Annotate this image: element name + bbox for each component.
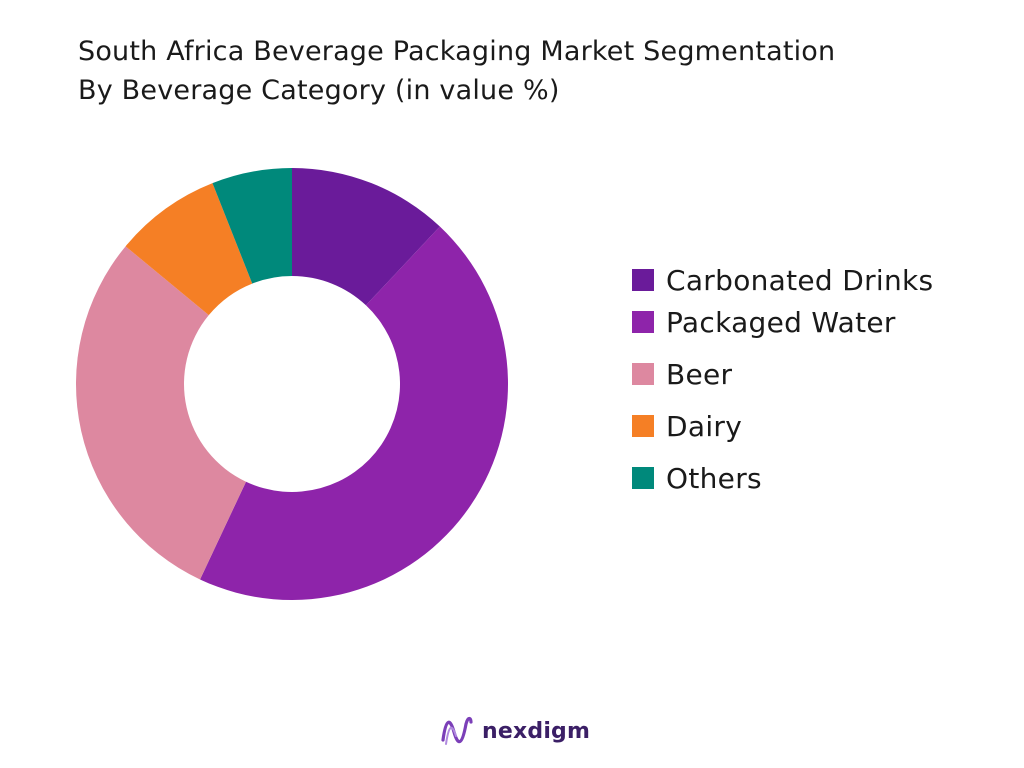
legend-item-others: Others: [632, 461, 933, 495]
chart-legend: Carbonated Drinks Packaged Water Beer Dairy…: [632, 264, 933, 514]
donut-slice-dairy: [125, 183, 253, 316]
legend-item-packaged-water: Packaged Water: [632, 305, 933, 339]
legend-item-dairy: Dairy: [632, 409, 933, 443]
donut-slice-others: [212, 168, 292, 284]
chart-title-line-2: By Beverage Category (in value %): [78, 75, 560, 106]
legend-swatch: [632, 363, 654, 385]
donut-slice-packaged-water: [200, 226, 508, 600]
legend-label: Dairy: [666, 409, 743, 443]
legend-swatch: [632, 467, 654, 489]
legend-item-carbonated-drinks: Carbonated Drinks: [632, 263, 934, 297]
legend-label: Beer: [666, 357, 733, 391]
chart-title: South Africa Beverage Packaging Market S…: [78, 32, 978, 110]
legend-swatch: [632, 269, 654, 291]
legend-label: Carbonated Drinks: [666, 263, 934, 297]
donut-slice-beer: [75, 246, 247, 580]
nexdigm-logo-icon: [441, 716, 473, 745]
donut-slice-carbonated-drinks: [292, 168, 440, 306]
legend-label: Others: [666, 461, 762, 495]
brand-logo: nexdigm: [440, 714, 590, 748]
chart-title-line-1: South Africa Beverage Packaging Market S…: [78, 36, 836, 67]
brand-name: nexdigm: [482, 718, 591, 744]
legend-swatch: [632, 415, 654, 437]
legend-label: Packaged Water: [666, 305, 896, 339]
legend-swatch: [632, 311, 654, 333]
legend-item-beer: Beer: [632, 357, 933, 391]
